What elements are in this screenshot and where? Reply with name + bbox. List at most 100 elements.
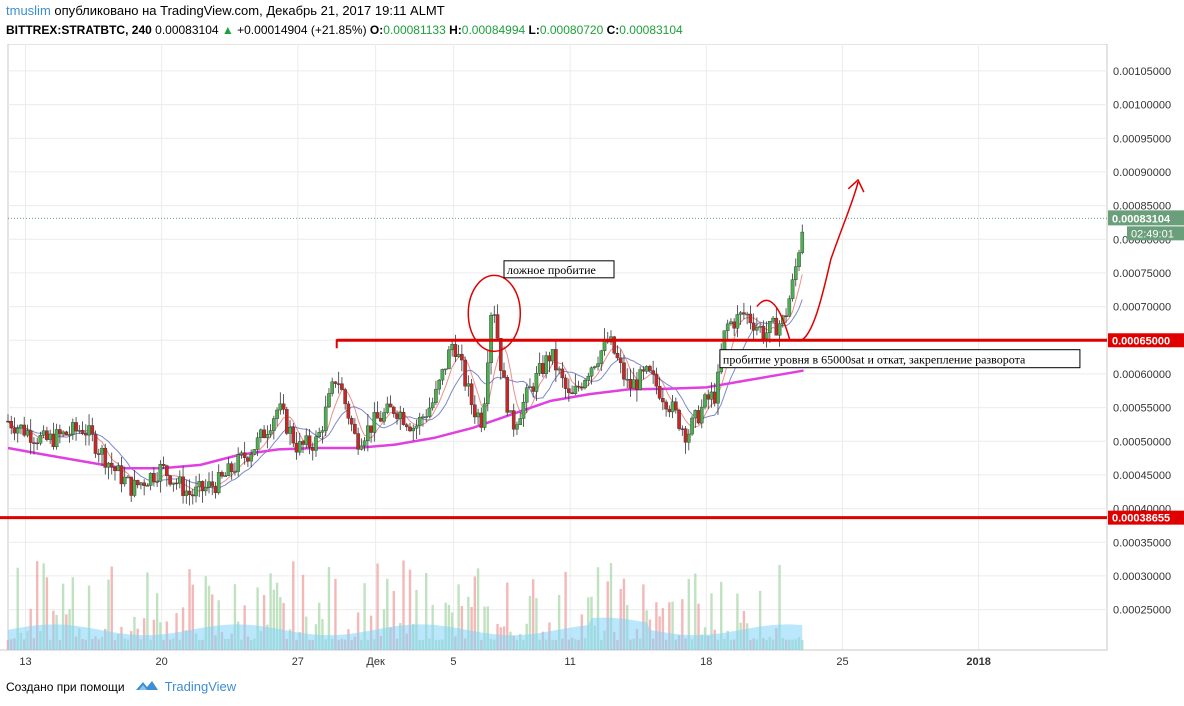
volume-bar <box>528 595 532 650</box>
candle <box>359 438 364 451</box>
volume-bar <box>110 566 113 650</box>
candle-body <box>333 381 338 384</box>
candle <box>751 313 756 342</box>
candle-body <box>216 472 221 494</box>
candle-body <box>411 428 416 432</box>
candle-body <box>6 420 10 423</box>
tradingview-link[interactable]: TradingView <box>164 679 237 694</box>
author-link[interactable]: tmuslim <box>6 3 51 18</box>
candle <box>9 415 14 435</box>
candle <box>285 406 289 436</box>
candle-body <box>87 425 91 436</box>
candle-body <box>725 323 730 331</box>
volume-bar <box>720 581 723 650</box>
candle <box>291 423 296 447</box>
x-tick-label: 13 <box>19 656 31 668</box>
candle <box>651 360 655 384</box>
candle <box>54 423 59 450</box>
candle-body <box>567 388 571 393</box>
candle <box>515 421 519 436</box>
y-tick-label: 0.00070000 <box>1113 302 1171 314</box>
volume-bar <box>262 595 266 650</box>
volume-bar <box>506 582 509 650</box>
candle <box>622 354 626 387</box>
volume-bar <box>71 577 75 650</box>
volume-bar <box>473 576 477 650</box>
candle <box>735 305 740 338</box>
volume-bar <box>710 593 713 650</box>
volume-bar <box>334 578 337 650</box>
candle <box>223 471 228 477</box>
false-breakout-circle <box>467 274 522 353</box>
candle-body <box>661 398 665 403</box>
candle <box>333 381 338 388</box>
candle <box>618 349 623 374</box>
candle-body <box>116 465 121 472</box>
candle-body <box>563 377 568 389</box>
candle-body <box>592 366 597 368</box>
candle-body <box>482 403 487 428</box>
candle <box>469 379 474 415</box>
candle <box>314 430 318 457</box>
candle-body <box>774 317 779 336</box>
candle <box>586 372 591 387</box>
volume-bar <box>415 589 418 650</box>
candle <box>356 427 360 455</box>
volume-bar <box>486 606 489 650</box>
candle-body <box>119 465 124 485</box>
candle-body <box>158 464 163 482</box>
price-chart[interactable]: 0.00105000 0.00100000 0.00095000 0.00090000… <box>0 44 1184 674</box>
volume-bar <box>211 594 214 650</box>
candle-body <box>229 463 234 472</box>
x-tick-label: 25 <box>836 656 848 668</box>
candle <box>725 319 730 342</box>
volume-bar <box>697 603 700 650</box>
candle <box>534 366 539 401</box>
candle-body <box>473 404 477 418</box>
candle <box>203 479 208 496</box>
candle-body <box>252 449 257 455</box>
candle-body <box>242 452 247 458</box>
volume-bar <box>642 584 645 650</box>
candle-body <box>265 434 270 439</box>
volume-bar <box>305 616 308 650</box>
candle-body <box>787 298 792 317</box>
candle <box>690 415 694 436</box>
candle-body <box>388 403 393 408</box>
candle-body <box>764 332 769 340</box>
candle-body <box>777 323 782 336</box>
candle <box>158 460 163 493</box>
volume-bar <box>386 578 389 650</box>
candle-body <box>508 410 513 413</box>
footer: Создано при помощи TradingView <box>6 678 236 696</box>
candle <box>366 414 370 452</box>
volume-bar <box>146 572 149 650</box>
candle <box>411 424 416 441</box>
candle <box>686 429 691 451</box>
candle <box>307 429 312 455</box>
volume-bar <box>681 599 684 650</box>
candle-body <box>599 350 604 364</box>
candle <box>142 479 146 496</box>
price-change: +0.00014904 (+21.85%) <box>237 23 367 37</box>
candle-body <box>362 440 367 447</box>
volume-bar <box>301 574 305 650</box>
candle-body <box>404 424 409 428</box>
candle-body <box>210 481 215 487</box>
candle <box>385 396 390 415</box>
x-tick-label: 18 <box>700 656 712 668</box>
candle <box>233 462 237 476</box>
x-tick-label: 5 <box>450 656 456 668</box>
candle <box>323 395 328 437</box>
candle-body <box>96 453 101 455</box>
candle-body <box>103 447 108 468</box>
candle <box>414 419 419 440</box>
candle-body <box>61 431 65 435</box>
volume-bar <box>327 567 331 650</box>
candle <box>648 364 652 373</box>
volume-ma-area <box>8 617 803 650</box>
candle <box>28 419 33 455</box>
candle <box>521 393 526 427</box>
candle-body <box>589 367 594 377</box>
forecast-arrow-curve <box>795 181 859 342</box>
